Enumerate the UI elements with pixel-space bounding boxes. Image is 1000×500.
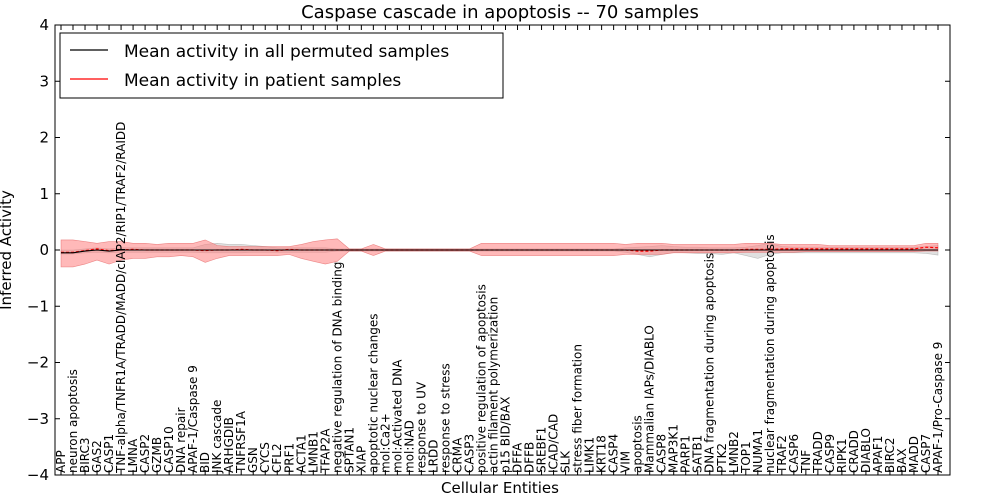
category-label: XIAP [354,446,368,473]
category-label: CRADD [847,430,861,473]
x-axis-label: Cellular Entities [441,479,559,497]
category-label: JNK cascade [210,400,224,474]
category-label: LRDD [426,439,440,473]
category-label: SATB1 [691,435,705,473]
category-label: APAF-1/Caspase 9 [186,365,200,473]
y-tick-label: 0 [39,241,49,259]
category-label: CYCS [258,442,272,473]
category-label: PARP1 [679,435,693,473]
y-tick-label: 3 [39,72,49,90]
category-label: CASP1 [102,434,116,473]
x-axis-ticks [60,25,939,475]
category-label: CASP8 [655,434,669,473]
category-label: actin filament polymerization [487,297,501,473]
category-label: DNA fragmentation during apoptosis [703,253,717,473]
category-label: CRMA [451,437,465,473]
category-label: APAF-1/Pro-Caspase 9 [931,342,945,473]
category-label: GZMB [150,437,164,473]
category-label: TRAF2 [775,435,789,474]
category-label: RIPK1 [835,438,849,473]
category-label: DFFA [511,442,525,473]
category-label: BID [198,452,212,473]
category-label: SLK [559,450,573,473]
category-label: CASP4 [607,434,621,473]
category-label: LMNB1 [306,431,320,473]
category-label: DNA repair [174,407,188,473]
category-label: BIRC3 [78,437,92,473]
category-label: ICAD/CAD [547,414,561,473]
category-label: TNF-alpha/TNFR1A/TRADD/MADD/cIAP2/RIP1/T… [114,122,128,474]
series-lines [61,246,939,254]
y-tick-label: 2 [39,129,49,147]
y-tick-label: −3 [27,410,49,428]
y-tick-label: −2 [27,354,49,372]
category-label: APP [54,450,68,473]
category-label: TFAP2A [318,428,332,474]
category-label: LMNA [126,438,140,473]
category-label: mol:Activated DNA [390,359,404,473]
y-tick-label: −4 [27,466,49,484]
category-label: PTK2 [715,443,729,473]
legend-box [59,32,504,99]
category-label: negative regulation of DNA binding [330,262,344,473]
legend-label-permuted: Mean activity in all permuted samples [124,42,449,62]
category-label: response to stress [438,363,452,473]
category-label: mol:NAD [402,420,416,473]
category-label: TNF [799,450,813,474]
category-label: response to UV [414,381,428,473]
category-label: positive regulation of apoptosis [475,284,489,473]
category-label: KRT18 [595,435,609,473]
category-label: LMNB2 [727,431,741,473]
y-tick-label: −1 [27,297,49,315]
y-axis-label: Inferred Activity [0,190,15,310]
y-tick-label: 4 [39,16,49,34]
y-axis-ticks: −4 −3 −2 −1 0 1 2 3 4 [27,16,950,484]
category-label: ARHGDIB [222,417,236,473]
category-label: MADD [907,436,921,473]
category-label: mol:Ca2+ [378,413,392,473]
band-patient [60,238,939,268]
category-label: apoptosis [631,415,645,473]
category-label: CFL2 [270,443,284,473]
category-label: SREBF1 [535,427,549,473]
category-label: Mammalian IAPs/DIABLO [643,325,657,473]
category-label: CASP6 [787,434,801,473]
category-label: p15 BID/BAX [499,397,513,473]
category-label: apoptotic nuclear changes [366,314,380,473]
category-label: stress fiber formation [571,344,585,473]
line-permuted [61,249,938,254]
chart-title: Caspase cascade in apoptosis -- 70 sampl… [301,2,699,23]
category-label: CASP2 [138,434,152,473]
category-label: TRADD [811,431,825,474]
category-label: MAP3K1 [667,424,681,473]
legend: Mean activity in all permuted samples Me… [59,32,504,99]
category-label: ACTA1 [294,434,308,473]
category-label: CASP9 [823,434,837,473]
category-label: VIM [619,451,633,473]
category-label: APAF1 [871,436,885,473]
category-label: DFFB [523,442,537,473]
category-label: TOP1 [739,441,753,474]
category-label: LIMK1 [583,437,597,473]
category-label: CASP7 [919,434,933,473]
category-label: BAX [895,448,909,473]
category-label: nuclear fragmentation during apoptosis [763,234,777,473]
category-label: TNFRSF1A [234,410,248,474]
category-label: CASP10 [162,426,176,473]
category-label: BIRC2 [883,437,897,473]
legend-label-patient: Mean activity in patient samples [124,71,401,91]
category-label: CASP3 [463,434,477,473]
category-label: DIABLO [859,428,873,473]
category-label: GAS2 [90,440,104,473]
category-label: neuron apoptosis [66,369,80,473]
category-label: NUMA1 [751,429,765,473]
confidence-bands [60,238,939,268]
y-tick-label: 1 [39,185,49,203]
category-label: GSN [246,447,260,473]
category-label: SPTAN1 [342,427,356,473]
category-label: PRF1 [282,443,296,473]
